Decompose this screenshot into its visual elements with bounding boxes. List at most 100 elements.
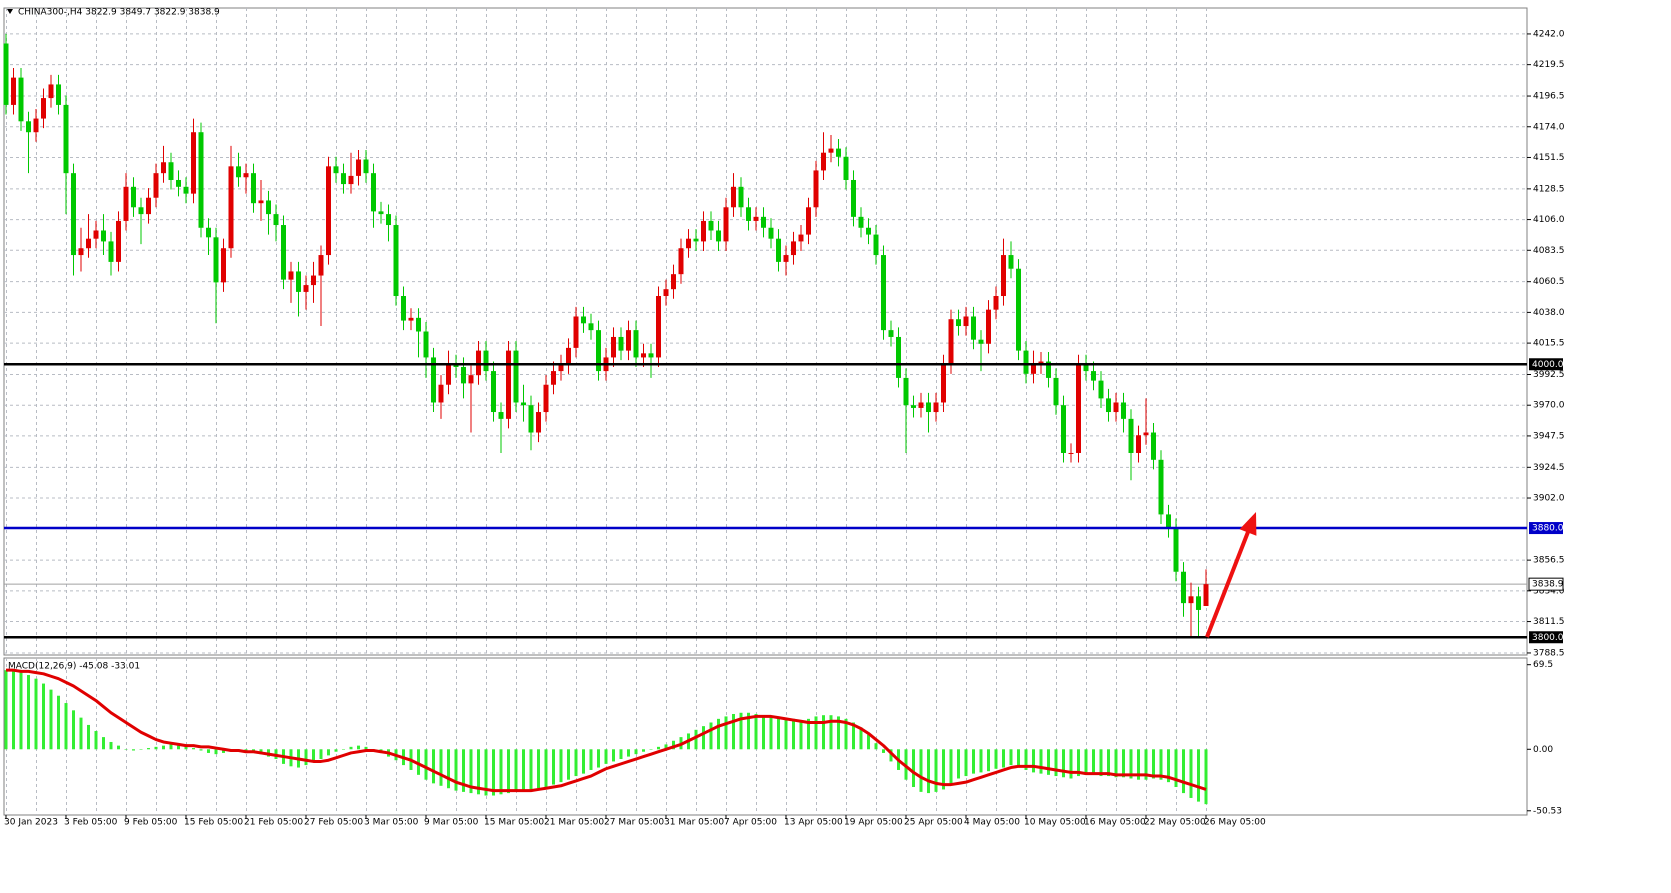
candle-body (746, 207, 751, 221)
signal-line (6, 668, 1207, 793)
candle-body (551, 371, 556, 385)
candle-body (311, 275, 316, 286)
candle-body (903, 377, 909, 406)
candle-body (618, 336, 624, 351)
candle-body (768, 227, 774, 239)
candle-body (738, 186, 744, 208)
x-tick-label: 21 Feb 05:00 (244, 818, 303, 828)
x-tick-label: 9 Mar 05:00 (424, 818, 479, 828)
macd-bar (634, 749, 638, 755)
candle-body (1053, 377, 1059, 406)
macd-bar (1032, 749, 1035, 773)
x-tick-label: 27 Feb 05:00 (304, 818, 363, 828)
y-tick-label: 3788.5 (1533, 648, 1565, 658)
macd-bar (49, 689, 53, 750)
y-tick-label: 4174.0 (1533, 122, 1565, 132)
macd-bar (124, 749, 128, 750)
macd-bar (799, 720, 803, 750)
macd-bar (769, 716, 773, 750)
candle-body (138, 207, 144, 215)
candle-body (168, 162, 174, 180)
macd-bar (717, 718, 720, 750)
macd-bar (522, 749, 525, 791)
y-tick-label: 4083.5 (1533, 246, 1565, 256)
macd-bar (87, 724, 90, 750)
macd-bar (544, 749, 548, 788)
candle-body (483, 350, 489, 372)
macd-bar (477, 749, 480, 795)
macd-bar (424, 749, 428, 780)
macd-bar (889, 749, 893, 762)
candle-body (806, 207, 811, 235)
macd-bar (694, 729, 698, 750)
candle-body (393, 225, 399, 297)
macd-bar (1002, 749, 1005, 768)
macd-bar (1069, 749, 1073, 779)
candle-body (251, 173, 256, 204)
candle-body (1188, 596, 1194, 604)
candle-body (78, 248, 84, 256)
candle-body (716, 230, 721, 242)
candle-body (896, 336, 901, 378)
x-tick-label: 9 Feb 05:00 (124, 818, 178, 828)
macd-bar (597, 749, 600, 768)
candle-body (918, 402, 924, 408)
macd-bar (357, 745, 360, 750)
candle-body (888, 330, 894, 337)
macd-bar (919, 749, 923, 792)
y-tick-label: 3947.5 (1533, 431, 1565, 441)
candle-body (956, 319, 961, 327)
macd-bar (1167, 749, 1170, 783)
candle-body (753, 216, 759, 221)
macd-bar (1092, 749, 1095, 775)
candle-body (543, 384, 549, 413)
macd-bar (739, 712, 743, 750)
macd-bar (949, 749, 953, 785)
y-tick-label: 3856.5 (1533, 556, 1565, 566)
candle-body (596, 330, 601, 372)
candle-body (911, 405, 916, 408)
candle-body (198, 132, 204, 228)
macd-bar (1062, 749, 1065, 778)
y-tick-label: 3834.0 (1533, 586, 1565, 596)
candle-body (416, 317, 421, 332)
candle-body (431, 357, 436, 403)
last-price-label: 3838.9 (1532, 580, 1564, 590)
candle-body (701, 220, 706, 242)
macd-bar (957, 749, 960, 779)
candle-body (356, 159, 361, 176)
macd-bar (777, 717, 780, 750)
macd-bar (192, 748, 195, 750)
macd-bar (222, 749, 225, 753)
candle-body (1106, 398, 1111, 413)
macd-bar (1159, 749, 1163, 780)
x-tick-label: 7 Apr 05:00 (724, 818, 777, 828)
candle-body (146, 197, 151, 215)
candle-body (33, 118, 39, 133)
macd-bar (732, 713, 735, 750)
candle-body (798, 234, 804, 242)
symbol-menu-icon[interactable] (7, 9, 13, 14)
candle-body (506, 350, 511, 419)
x-tick-label: 27 Mar 05:00 (604, 818, 664, 828)
candle-body (348, 175, 354, 185)
macd-bar (927, 749, 930, 794)
macd-bar (147, 748, 150, 750)
candle-body (588, 323, 594, 331)
macd-bar (912, 749, 915, 788)
macd-bar (349, 746, 353, 750)
macd-bar (702, 726, 705, 750)
macd-bar (1129, 749, 1133, 779)
candle-body (963, 316, 969, 327)
y-tick-label: 0.00 (1533, 745, 1553, 755)
macd-bar (117, 745, 120, 750)
macd-bar (642, 749, 645, 752)
macd-bar (169, 744, 173, 750)
macd-bar (612, 749, 615, 762)
x-tick-label: 10 May 05:00 (1024, 818, 1086, 828)
macd-bar (627, 749, 630, 757)
candle-body (161, 162, 166, 174)
macd-bar (507, 749, 510, 794)
candle-body (1031, 364, 1036, 374)
